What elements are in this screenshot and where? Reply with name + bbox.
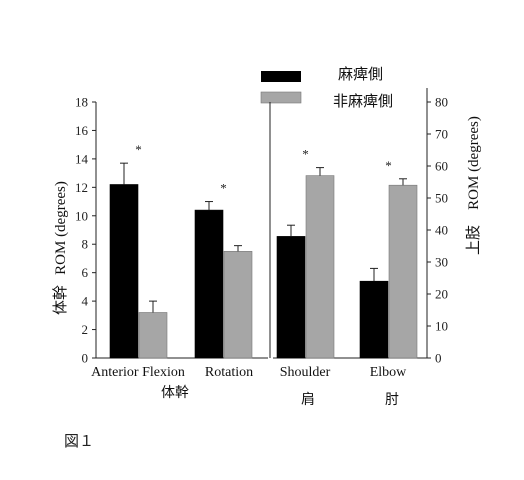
right-tick-label: 60: [435, 159, 448, 174]
category-label-elbow: Elbow: [370, 365, 407, 380]
left-tick-label: 4: [82, 294, 89, 309]
left-tick-label: 10: [75, 208, 88, 223]
region-label-shoulder: 肩: [301, 392, 315, 408]
right-axis-label: ROM (degrees): [466, 116, 482, 210]
left-tick-label: 18: [75, 95, 88, 110]
bar-nonparetic: [223, 251, 253, 359]
legend: 麻痺側 非麻痺側: [260, 65, 393, 110]
left-axis-label: ROM (degrees): [53, 181, 69, 275]
right-tick-label: 10: [435, 319, 448, 334]
bar-paretic: [194, 209, 224, 359]
left-tick-label: 6: [82, 265, 89, 280]
right-axis-region-label: 上肢: [464, 225, 482, 255]
right-axis-ticks: 0 10 20 30 40 50 60 70 80: [427, 95, 448, 366]
category-label-anterior-flexion: Anterior Flexion: [91, 365, 185, 380]
left-tick-label: 0: [82, 351, 89, 366]
significance-marker: *: [385, 158, 392, 173]
bar-paretic: [359, 280, 389, 359]
region-label-trunk: 体幹: [161, 384, 189, 401]
region-label-elbow: 肘: [385, 392, 399, 408]
bar-paretic: [109, 184, 139, 359]
legend-swatch-nonparetic: [260, 91, 302, 104]
right-tick-label: 40: [435, 223, 448, 238]
left-tick-label: 12: [75, 180, 88, 195]
bar-paretic: [276, 236, 306, 359]
legend-swatch-paretic: [261, 71, 301, 82]
right-tick-label: 20: [435, 287, 448, 302]
category-label-shoulder: Shoulder: [280, 365, 331, 380]
bar-nonparetic: [388, 184, 418, 359]
bars: * * * *: [109, 142, 418, 359]
category-label-rotation: Rotation: [205, 365, 253, 380]
left-tick-label: 8: [82, 237, 89, 252]
right-tick-label: 0: [435, 351, 442, 366]
right-tick-label: 30: [435, 255, 448, 270]
right-tick-label: 70: [435, 127, 448, 142]
left-axis-region-label: 体幹: [51, 285, 69, 315]
legend-label-nonparetic: 非麻痺側: [333, 92, 393, 110]
figure-caption: 図１: [64, 432, 95, 450]
right-tick-label: 80: [435, 95, 448, 110]
bar-nonparetic: [138, 312, 168, 359]
right-tick-label: 50: [435, 191, 448, 206]
significance-marker: *: [220, 181, 227, 196]
significance-marker: *: [135, 142, 142, 157]
bar-nonparetic: [305, 175, 335, 359]
left-axis-ticks: 0 2 4 6 8 10 12 14 16 18: [75, 95, 96, 366]
left-tick-label: 16: [75, 123, 89, 138]
left-tick-label: 14: [75, 151, 89, 166]
left-tick-label: 2: [82, 322, 89, 337]
significance-marker: *: [302, 147, 309, 162]
legend-label-paretic: 麻痺側: [338, 65, 383, 83]
